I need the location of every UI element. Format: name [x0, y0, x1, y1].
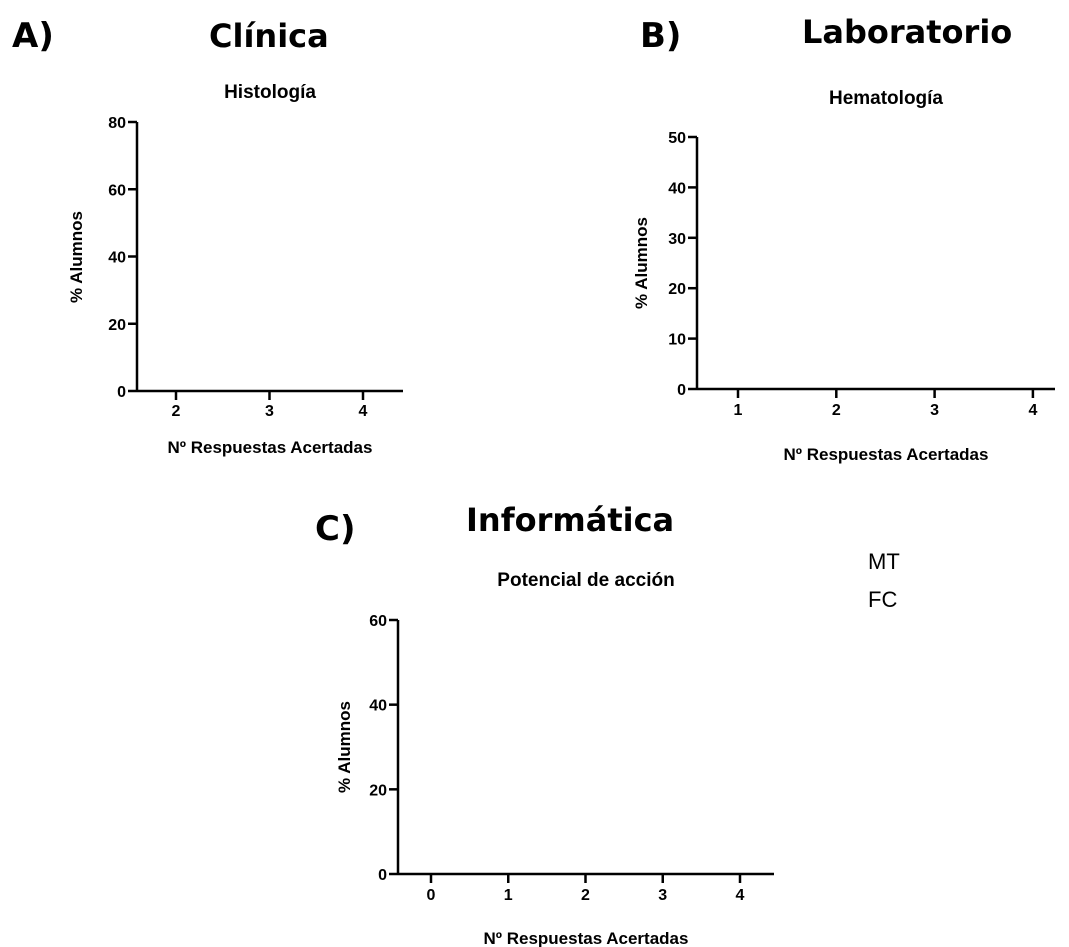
- y-tick-label: 40: [369, 698, 387, 715]
- section-title-b: Laboratorio: [802, 13, 1012, 51]
- panel-a: A) Clínica Histología 0 20 40 60 80 2 3 4 Nº R…: [12, 16, 403, 457]
- chart-title-c: Potencial de acción: [497, 570, 674, 591]
- section-title-c: Informática: [466, 501, 674, 539]
- y-tick-label: 20: [369, 782, 387, 799]
- panel-c: C) Informática Potencial de acción 02040…: [315, 501, 774, 947]
- panel-b: B) Laboratorio Hematología 0 10 20 30 40 50 1…: [632, 13, 1055, 464]
- x-ticks-a: 2 3 4: [172, 391, 368, 420]
- section-title-a: Clínica: [209, 17, 329, 55]
- y-tick-label: 0: [378, 867, 387, 884]
- legend-entry-mt: MT: [868, 549, 900, 574]
- x-tick-label: 4: [1028, 402, 1037, 419]
- y-tick-label: 10: [668, 332, 686, 349]
- y-axis-label-c: % Alumnos: [335, 701, 354, 793]
- x-tick-label: 4: [359, 403, 368, 420]
- x-tick-label: 3: [658, 887, 667, 904]
- y-axis-c: 0 20 40 60: [369, 613, 400, 884]
- y-tick-label: 60: [108, 182, 126, 199]
- legend: MT FC: [868, 549, 900, 612]
- x-tick-label: 4: [736, 887, 745, 904]
- x-axis-label-c: Nº Respuestas Acertadas: [484, 929, 689, 947]
- y-tick-label: 0: [677, 382, 686, 399]
- x-tick-label: 2: [172, 403, 181, 420]
- y-tick-label: 80: [108, 115, 126, 132]
- panel-letter-a: A): [12, 16, 54, 56]
- y-axis-a: 0 20 40 60 80: [108, 115, 139, 401]
- y-ticks-a: 0 20 40 60 80: [108, 115, 137, 401]
- x-tick-label: 2: [832, 402, 841, 419]
- x-ticks-b: 1 2 3 4: [734, 389, 1037, 419]
- y-ticks-c: 0 20 40 60: [369, 613, 398, 884]
- x-axis-label-a: Nº Respuestas Acertadas: [168, 438, 373, 457]
- chart-title-a: Histología: [224, 82, 316, 103]
- x-ticks-c: 0 1 2 3 4: [427, 874, 745, 904]
- x-tick-label: 3: [930, 402, 939, 419]
- panel-letter-b: B): [640, 16, 681, 56]
- y-tick-label: 50: [668, 130, 686, 147]
- x-tick-label: 0: [427, 887, 436, 904]
- y-tick-label: 20: [668, 281, 686, 298]
- x-tick-label: 1: [734, 402, 743, 419]
- x-axis-a: 2 3 4: [137, 389, 403, 420]
- x-axis-label-b: Nº Respuestas Acertadas: [784, 445, 989, 464]
- y-tick-label: 40: [668, 180, 686, 197]
- y-axis-label-b: % Alumnos: [632, 217, 651, 309]
- y-tick-label: 60: [369, 613, 387, 630]
- x-axis-c: 0 1 2 3 4: [398, 872, 774, 904]
- y-ticks-b: 0 10 20 30 40 50: [668, 130, 697, 399]
- panel-letter-c: C): [315, 509, 356, 549]
- x-axis-b: 1 2 3 4: [697, 387, 1055, 419]
- legend-entry-fc: FC: [868, 587, 897, 612]
- chart-title-b: Hematología: [829, 88, 943, 109]
- x-tick-label: 3: [265, 403, 274, 420]
- y-axis-label-a: % Alumnos: [67, 211, 86, 303]
- y-tick-label: 20: [108, 317, 126, 334]
- y-tick-label: 30: [668, 231, 686, 248]
- y-axis-b: 0 10 20 30 40 50: [668, 130, 699, 399]
- y-tick-label: 40: [108, 250, 126, 267]
- x-tick-label: 1: [504, 887, 513, 904]
- x-tick-label: 2: [581, 887, 590, 904]
- y-tick-label: 0: [117, 384, 126, 401]
